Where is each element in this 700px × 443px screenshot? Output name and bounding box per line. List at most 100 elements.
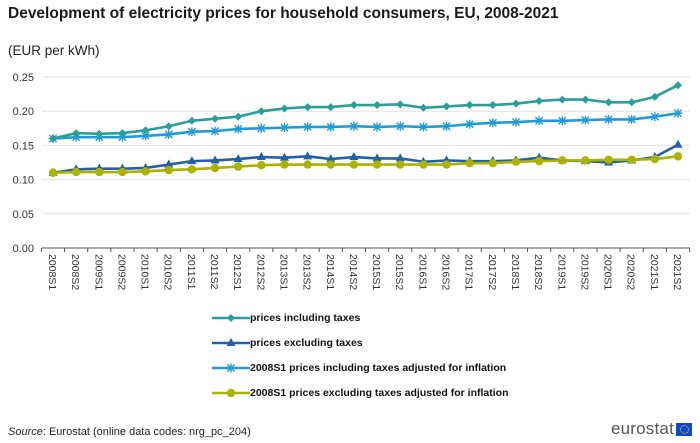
x-tick-label: 2016S1 — [416, 254, 428, 290]
data-point — [535, 96, 544, 105]
x-tick-label: 2020S2 — [625, 254, 637, 290]
legend-marker-diamond-icon — [212, 313, 250, 322]
data-point — [234, 112, 243, 121]
x-tick-label: 2014S1 — [324, 254, 336, 290]
legend-label: prices excluding taxes — [250, 336, 363, 349]
data-point — [211, 114, 220, 123]
data-point — [118, 132, 127, 142]
data-point — [581, 156, 590, 165]
data-point — [627, 115, 637, 124]
data-point — [442, 160, 451, 169]
data-point — [256, 152, 266, 161]
data-point — [372, 122, 382, 132]
data-point — [534, 156, 544, 166]
data-point — [650, 92, 659, 101]
data-point — [604, 115, 613, 124]
data-point — [280, 160, 289, 169]
data-point — [326, 103, 335, 112]
y-tick-label: 0.10 — [13, 175, 34, 187]
data-point — [465, 158, 474, 168]
data-point — [511, 157, 521, 167]
series-diamond-0 — [49, 81, 682, 143]
chart-title: Development of electricity prices for ho… — [8, 5, 559, 22]
data-point — [418, 122, 428, 132]
x-tick-label: 2009S1 — [92, 254, 104, 290]
data-point — [396, 160, 405, 169]
x-tick-label: 2014S2 — [347, 254, 359, 290]
data-point — [326, 154, 336, 163]
data-point — [372, 160, 382, 169]
x-tick-label: 2015S1 — [370, 254, 382, 290]
data-point — [326, 122, 336, 132]
x-tick-label: 2018S2 — [532, 254, 544, 290]
data-point — [279, 152, 289, 161]
data-point — [442, 121, 451, 131]
data-point — [164, 122, 173, 131]
data-point — [650, 154, 660, 164]
legend-marker — [226, 337, 236, 346]
data-point — [534, 116, 544, 126]
x-tick-label: 2019S2 — [578, 254, 590, 290]
data-point — [349, 160, 359, 169]
data-point — [604, 155, 613, 164]
x-tick-label: 2009S2 — [115, 254, 127, 290]
data-point — [141, 167, 150, 176]
data-point — [118, 129, 127, 138]
data-point — [141, 131, 150, 141]
data-point — [557, 116, 567, 126]
data-point — [419, 160, 428, 169]
x-tick-label: 2018S1 — [509, 254, 521, 290]
data-point — [396, 100, 405, 109]
source-label: Source — [8, 426, 43, 438]
x-tick-label: 2020S1 — [602, 254, 614, 290]
x-tick-label: 2012S1 — [231, 254, 243, 290]
y-tick-label: 0.05 — [13, 209, 34, 221]
data-point — [95, 167, 104, 177]
data-point — [187, 156, 197, 165]
data-point — [210, 126, 220, 136]
data-point — [511, 117, 521, 127]
data-point — [373, 101, 382, 110]
series-layer — [48, 81, 683, 177]
legend-item-excl-taxes[interactable]: prices excluding taxes — [210, 330, 509, 355]
data-point — [48, 168, 58, 177]
gridlines — [42, 76, 690, 215]
data-point — [395, 153, 405, 162]
x-tick-label: 2015S2 — [393, 254, 405, 290]
series-line — [52, 111, 679, 140]
x-tick-label: 2017S1 — [463, 254, 475, 290]
data-point — [349, 101, 358, 110]
series-line — [52, 84, 679, 140]
data-point — [72, 129, 81, 138]
data-point — [558, 156, 567, 165]
data-point — [280, 123, 289, 133]
data-point — [395, 121, 405, 131]
legend: prices including taxes prices excluding … — [210, 305, 509, 405]
data-point — [95, 129, 104, 138]
legend-item-incl-taxes-inflation[interactable]: 2008S1 prices including taxes adjusted f… — [210, 355, 509, 380]
data-point — [257, 107, 266, 116]
legend-marker-triangle-icon — [212, 337, 250, 346]
data-point — [604, 98, 613, 107]
series-circle-3 — [48, 152, 683, 177]
x-tick-label: 2011S1 — [185, 254, 197, 290]
data-point — [256, 123, 266, 133]
data-point — [233, 124, 243, 134]
legend-label: 2008S1 prices including taxes adjusted f… — [250, 361, 507, 374]
data-point — [118, 167, 127, 177]
x-tick-label: 2011S2 — [208, 254, 220, 290]
data-point — [581, 115, 590, 125]
data-point — [442, 102, 451, 111]
x-axis: 2008S1 2008S2 2009S1 2009S2 2010S1 2010S2 2011… — [40, 247, 691, 290]
data-point — [303, 122, 313, 132]
data-point — [303, 151, 313, 160]
data-point — [164, 159, 174, 168]
legend-item-incl-taxes[interactable]: prices including taxes — [210, 305, 509, 330]
data-point — [257, 161, 266, 170]
x-tick-label: 2013S1 — [277, 254, 289, 290]
legend-marker-star-icon — [212, 363, 250, 372]
data-point — [164, 165, 173, 175]
series-line — [52, 155, 679, 175]
legend-item-excl-taxes-inflation[interactable]: 2008S1 prices excluding taxes adjusted f… — [210, 380, 509, 405]
chart-subtitle: (EUR per kWh) — [8, 43, 100, 58]
